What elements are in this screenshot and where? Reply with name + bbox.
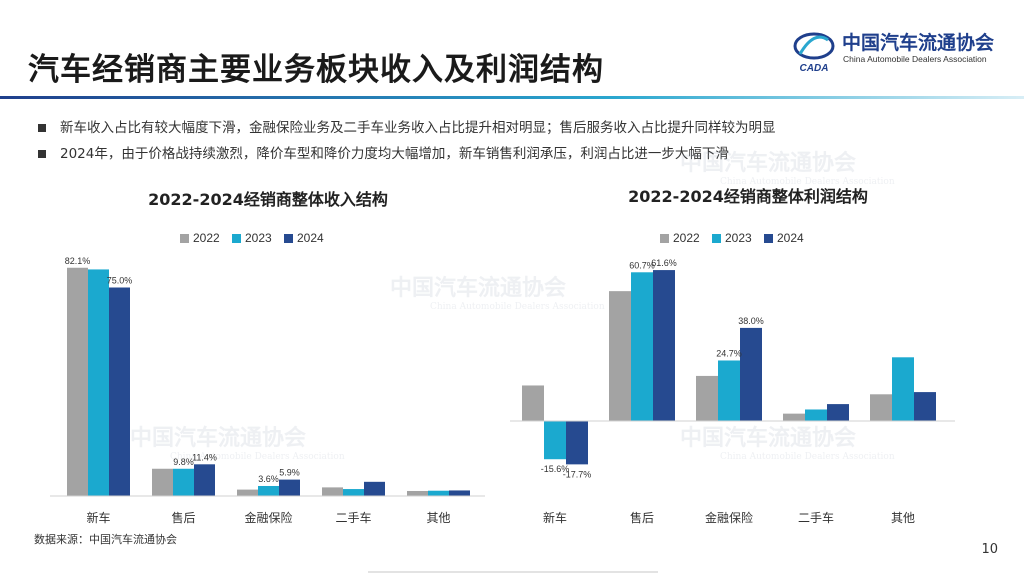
page-number: 10 bbox=[981, 542, 998, 557]
bar-2024-1 bbox=[653, 270, 675, 421]
chart-title: 2022-2024经销商整体利润结构 bbox=[628, 187, 868, 206]
bar-2024-3 bbox=[827, 404, 849, 421]
category-label: 售后 bbox=[630, 510, 654, 525]
category-label: 金融保险 bbox=[244, 510, 292, 525]
chart-title: 2022-2024经销商整体收入结构 bbox=[148, 190, 388, 209]
bar-2023-1 bbox=[173, 468, 194, 496]
logo-chinese-name: 中国汽车流通协会 bbox=[842, 32, 995, 54]
bar-2023-2 bbox=[718, 360, 740, 421]
bar-2024-2 bbox=[279, 479, 300, 496]
title-underline bbox=[0, 96, 1024, 99]
bar-2023-3 bbox=[343, 489, 364, 496]
category-label: 二手车 bbox=[798, 510, 834, 525]
legend-swatch bbox=[180, 234, 189, 243]
svg-text:CADA: CADA bbox=[800, 63, 829, 74]
bar-2022-0 bbox=[67, 267, 88, 496]
bar-2022-3 bbox=[783, 413, 805, 421]
bar-2022-4 bbox=[870, 394, 892, 421]
bar-2022-2 bbox=[696, 375, 718, 421]
data-label: 5.9% bbox=[279, 468, 300, 478]
data-label: 75.0% bbox=[107, 276, 133, 286]
bar-2022-0 bbox=[522, 385, 544, 421]
bar-2024-0 bbox=[109, 287, 130, 496]
bar-2022-4 bbox=[407, 490, 428, 496]
bar-2023-2 bbox=[258, 485, 279, 496]
category-label: 新车 bbox=[86, 510, 110, 525]
bar-2022-3 bbox=[322, 487, 343, 496]
data-label: 24.7% bbox=[716, 348, 742, 358]
bar-2024-3 bbox=[364, 481, 385, 496]
bullet-list: 新车收入占比有较大幅度下滑，金融保险业务及二手车业务收入占比提升相对明显；售后服… bbox=[38, 115, 776, 167]
legend-label: 2024 bbox=[777, 231, 804, 245]
bar-2022-1 bbox=[152, 468, 173, 496]
bottom-divider bbox=[368, 571, 658, 573]
data-label: -17.7% bbox=[563, 469, 592, 479]
bar-2023-4 bbox=[428, 490, 449, 496]
cada-logo-icon: CADA bbox=[793, 32, 835, 74]
bullet-item: 2024年，由于价格战持续激烈，降价车型和降价力度均大幅增加，新车销售利润承压，… bbox=[38, 141, 776, 167]
page-title: 汽车经销商主要业务板块收入及利润结构 bbox=[28, 52, 604, 88]
cada-logo: CADA 中国汽车流通协会 China Automobile Dealers A… bbox=[790, 26, 1000, 74]
data-label: -15.6% bbox=[541, 464, 570, 474]
bar-2023-3 bbox=[805, 409, 827, 421]
data-label: 82.1% bbox=[65, 256, 91, 266]
bar-2023-1 bbox=[631, 272, 653, 421]
data-label: 3.6% bbox=[258, 474, 279, 484]
bar-2023-0 bbox=[88, 269, 109, 496]
legend-swatch bbox=[284, 234, 293, 243]
bar-2024-2 bbox=[740, 327, 762, 421]
bar-2022-2 bbox=[237, 489, 258, 496]
bar-2024-1 bbox=[194, 464, 215, 496]
category-label: 其他 bbox=[891, 511, 915, 525]
legend-label: 2024 bbox=[297, 231, 324, 245]
category-label: 售后 bbox=[171, 510, 195, 525]
bar-2024-4 bbox=[914, 392, 936, 421]
legend-swatch bbox=[660, 234, 669, 243]
bar-2023-0 bbox=[544, 421, 566, 460]
legend-swatch bbox=[232, 234, 241, 243]
legend-label: 2022 bbox=[673, 231, 700, 245]
bar-2024-4 bbox=[449, 490, 470, 496]
logo-english-name: China Automobile Dealers Association bbox=[843, 54, 987, 64]
data-label: 61.6% bbox=[651, 258, 677, 268]
data-label: 11.4% bbox=[192, 452, 217, 462]
legend-swatch bbox=[764, 234, 773, 243]
legend-label: 2022 bbox=[193, 231, 220, 245]
category-label: 新车 bbox=[543, 510, 567, 525]
bar-2024-0 bbox=[566, 421, 588, 465]
bullet-item: 新车收入占比有较大幅度下滑，金融保险业务及二手车业务收入占比提升相对明显；售后服… bbox=[38, 115, 776, 141]
data-source-note: 数据来源：中国汽车流通协会 bbox=[34, 533, 177, 546]
data-label: 38.0% bbox=[738, 316, 764, 326]
data-label: 9.8% bbox=[173, 457, 194, 467]
legend-label: 2023 bbox=[245, 231, 272, 245]
data-label: 60.7% bbox=[629, 260, 655, 270]
legend-label: 2023 bbox=[725, 231, 752, 245]
legend-swatch bbox=[712, 234, 721, 243]
category-label: 二手车 bbox=[335, 510, 371, 525]
bar-2023-4 bbox=[892, 357, 914, 421]
category-label: 其他 bbox=[426, 511, 450, 525]
category-label: 金融保险 bbox=[705, 510, 753, 525]
bar-2022-1 bbox=[609, 291, 631, 421]
